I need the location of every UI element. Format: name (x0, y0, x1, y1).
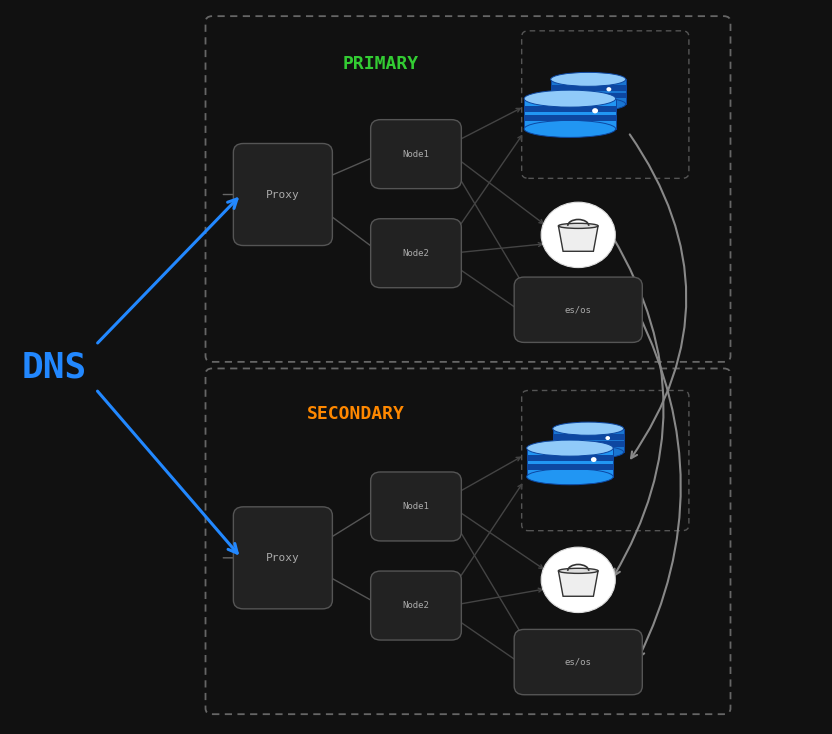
FancyBboxPatch shape (370, 120, 461, 189)
Ellipse shape (591, 457, 597, 462)
Text: Proxy: Proxy (266, 553, 300, 563)
Bar (527, 464, 613, 470)
FancyBboxPatch shape (233, 506, 332, 609)
FancyBboxPatch shape (370, 472, 461, 541)
Ellipse shape (527, 440, 613, 456)
Bar (551, 85, 626, 91)
Text: SECONDARY: SECONDARY (306, 405, 404, 424)
Ellipse shape (606, 436, 610, 440)
Circle shape (541, 202, 616, 268)
Ellipse shape (558, 568, 598, 573)
FancyBboxPatch shape (370, 571, 461, 640)
Ellipse shape (592, 108, 598, 113)
Bar (552, 441, 624, 447)
Ellipse shape (551, 97, 626, 111)
Ellipse shape (527, 469, 613, 484)
Bar (551, 79, 626, 104)
Text: Node2: Node2 (403, 249, 429, 258)
Ellipse shape (552, 422, 624, 435)
Ellipse shape (524, 90, 616, 107)
Text: es/os: es/os (565, 305, 592, 314)
Text: Node1: Node1 (403, 502, 429, 511)
FancyBboxPatch shape (233, 144, 332, 245)
Bar (552, 434, 624, 440)
Bar (524, 115, 616, 121)
Text: Node2: Node2 (403, 601, 429, 610)
Bar (527, 448, 613, 477)
Polygon shape (558, 571, 598, 596)
Ellipse shape (558, 223, 598, 228)
Bar (524, 106, 616, 112)
FancyBboxPatch shape (370, 219, 461, 288)
Bar (524, 98, 616, 129)
Bar (552, 429, 624, 452)
Ellipse shape (552, 446, 624, 459)
Bar (551, 92, 626, 98)
FancyBboxPatch shape (514, 277, 642, 342)
Ellipse shape (551, 73, 626, 87)
Text: PRIMARY: PRIMARY (343, 55, 419, 73)
Polygon shape (558, 226, 598, 251)
Circle shape (541, 547, 616, 613)
Bar (527, 455, 613, 461)
Text: Proxy: Proxy (266, 189, 300, 200)
Text: es/os: es/os (565, 658, 592, 666)
Text: Node1: Node1 (403, 150, 429, 159)
Ellipse shape (607, 87, 612, 92)
Text: DNS: DNS (22, 350, 87, 384)
Ellipse shape (524, 120, 616, 137)
FancyBboxPatch shape (514, 629, 642, 694)
